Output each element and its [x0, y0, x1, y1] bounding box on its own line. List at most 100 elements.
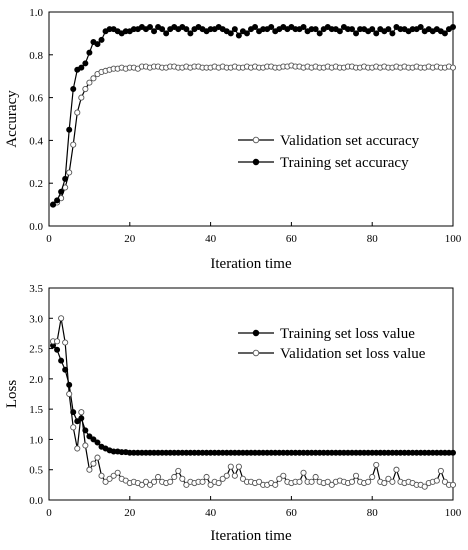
data-point: [385, 475, 392, 482]
y-tick-label: 1.5: [29, 404, 43, 416]
data-point: [365, 478, 372, 485]
data-point: [70, 141, 77, 148]
data-point: [102, 478, 109, 485]
data-point: [300, 469, 307, 476]
data-point: [308, 478, 315, 485]
chart-2: 0 20 40 60 80 100 0.0 0.5 1.0 1.5 2.0 2.5 3.0 3.5 Iter…: [4, 283, 462, 544]
data-point: [78, 409, 85, 416]
data-point: [381, 479, 388, 487]
data-point: [82, 442, 89, 449]
data-point: [353, 30, 360, 37]
data-point: [369, 473, 376, 481]
data-point: [243, 30, 250, 37]
series-training-set-loss-value: [50, 342, 456, 456]
y-tick-label: 0.6: [29, 93, 43, 105]
data-point: [227, 463, 234, 470]
data-point: [352, 472, 360, 479]
x-tick-label: 60: [286, 233, 298, 245]
data-point: [54, 197, 61, 204]
y-tick-label: 0.5: [29, 465, 43, 477]
data-point: [199, 478, 206, 485]
series-validation-set-accuracy: [49, 62, 457, 208]
series-training-set-accuracy: [50, 23, 456, 208]
data-point: [54, 346, 61, 353]
data-point: [373, 461, 380, 468]
series-line: [52, 26, 454, 206]
data-point: [348, 478, 356, 485]
data-point: [207, 481, 214, 488]
data-point: [82, 85, 89, 93]
data-point: [231, 26, 238, 33]
data-point: [86, 49, 93, 56]
x-tick-label: 100: [445, 233, 462, 245]
data-point: [94, 41, 101, 48]
data-point: [421, 483, 428, 490]
legend: Validation set accuracy Training set accu…: [238, 133, 420, 171]
y-tick-label: 2.0: [29, 374, 43, 386]
x-tick-label: 40: [205, 507, 217, 519]
data-point: [94, 439, 101, 446]
data-point: [268, 23, 275, 30]
data-point: [150, 478, 158, 485]
data-point: [110, 472, 117, 479]
x-tick-label: 80: [367, 507, 379, 519]
data-point: [389, 30, 396, 37]
data-point: [146, 23, 153, 30]
legend-label: Validation set loss value: [280, 346, 426, 362]
y-tick-label: 0.0: [29, 495, 43, 507]
data-point: [449, 23, 456, 30]
y-tick-label: 3.0: [29, 313, 43, 325]
data-point: [86, 79, 93, 86]
data-point: [449, 481, 457, 488]
data-point: [336, 28, 343, 35]
data-point: [324, 478, 331, 485]
y-axis-title: Accuracy: [4, 90, 20, 148]
data-point: [449, 64, 457, 71]
data-point: [159, 26, 166, 33]
data-point: [151, 28, 158, 35]
data-point: [449, 449, 456, 456]
data-point: [58, 315, 65, 322]
data-point: [183, 481, 190, 488]
data-point: [373, 30, 380, 37]
x-tick-label: 60: [286, 507, 298, 519]
data-point: [296, 478, 303, 485]
data-point: [256, 478, 263, 485]
data-point: [316, 30, 323, 37]
data-point: [369, 26, 376, 33]
y-tick-label: 0.4: [29, 135, 43, 147]
legend-marker: [252, 329, 260, 337]
x-tick-label: 40: [205, 233, 217, 245]
data-point: [98, 472, 105, 479]
data-point: [203, 473, 210, 481]
data-point: [90, 460, 97, 467]
data-point: [155, 473, 162, 481]
data-point: [58, 188, 65, 195]
x-tick-label: 20: [124, 233, 136, 245]
data-point: [74, 109, 81, 116]
data-point: [138, 481, 145, 488]
data-point: [94, 454, 101, 461]
data-point: [70, 86, 77, 93]
data-point: [219, 475, 226, 482]
legend-marker: [252, 136, 260, 144]
data-point: [183, 26, 190, 33]
data-point: [86, 433, 93, 440]
data-point: [58, 357, 65, 364]
plot-frame: [48, 11, 454, 227]
data-point: [393, 466, 400, 473]
legend-marker: [252, 158, 260, 166]
data-point: [98, 36, 105, 43]
data-point: [78, 64, 85, 71]
data-point: [74, 445, 81, 452]
data-point: [90, 75, 97, 82]
data-point: [86, 466, 93, 473]
data-point: [328, 481, 335, 488]
data-point: [175, 467, 182, 474]
y-tick-label: 0.0: [29, 221, 43, 233]
data-point: [385, 26, 392, 33]
data-point: [227, 30, 234, 37]
data-point: [66, 126, 73, 133]
data-point: [90, 436, 97, 443]
